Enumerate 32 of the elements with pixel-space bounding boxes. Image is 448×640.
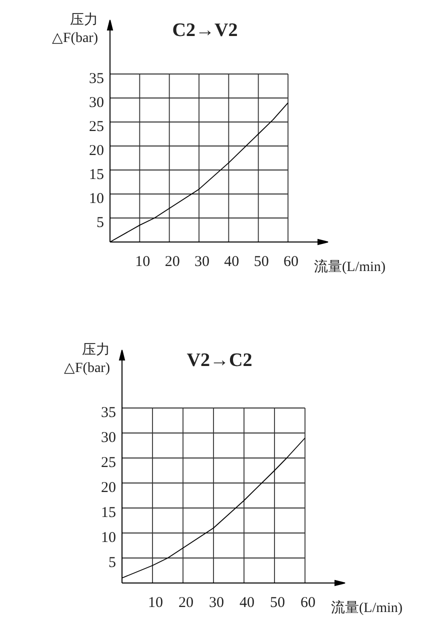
x-tick-label: 10 bbox=[148, 595, 163, 611]
x-tick-label: 20 bbox=[164, 254, 180, 270]
y-axis-title: 压力 △F(bar) bbox=[52, 12, 98, 46]
x-tick-label: 60 bbox=[284, 254, 298, 270]
x-tick-label: 10 bbox=[135, 254, 150, 270]
y-tick-label: 10 bbox=[101, 530, 116, 546]
x-tick-label: 30 bbox=[209, 595, 224, 611]
y-tick-label: 35 bbox=[101, 405, 116, 421]
y-tick-label: 20 bbox=[101, 480, 116, 496]
y-tick-label: 25 bbox=[101, 455, 116, 471]
x-tick-label: 30 bbox=[194, 254, 210, 270]
x-tick-label: 40 bbox=[224, 254, 240, 270]
x-tick-label: 50 bbox=[270, 595, 285, 611]
x-tick-label: 60 bbox=[300, 595, 316, 611]
x-tick-label: 40 bbox=[240, 595, 254, 611]
x-tick-label: 50 bbox=[254, 254, 269, 270]
x-axis-title: 流量(L/min) bbox=[331, 600, 403, 616]
chart-title: C2→V2 bbox=[172, 20, 238, 41]
x-axis-title: 流量(L/min) bbox=[314, 259, 386, 275]
y-tick-label: 25 bbox=[89, 119, 104, 135]
y-tick-label: 35 bbox=[89, 71, 104, 87]
y-axis-title: 压力 △F(bar) bbox=[64, 342, 110, 376]
y-tick-label: 15 bbox=[101, 505, 116, 521]
chart-title: V2→C2 bbox=[186, 350, 252, 371]
y-tick-label: 30 bbox=[101, 430, 116, 446]
x-tick-label: 20 bbox=[178, 595, 194, 611]
y-tick-label: 5 bbox=[108, 555, 116, 571]
y-tick-label: 20 bbox=[89, 143, 104, 159]
y-tick-label: 30 bbox=[89, 95, 104, 111]
y-tick-label: 10 bbox=[89, 191, 104, 207]
y-tick-label: 15 bbox=[89, 167, 104, 183]
y-tick-label: 5 bbox=[96, 215, 104, 231]
